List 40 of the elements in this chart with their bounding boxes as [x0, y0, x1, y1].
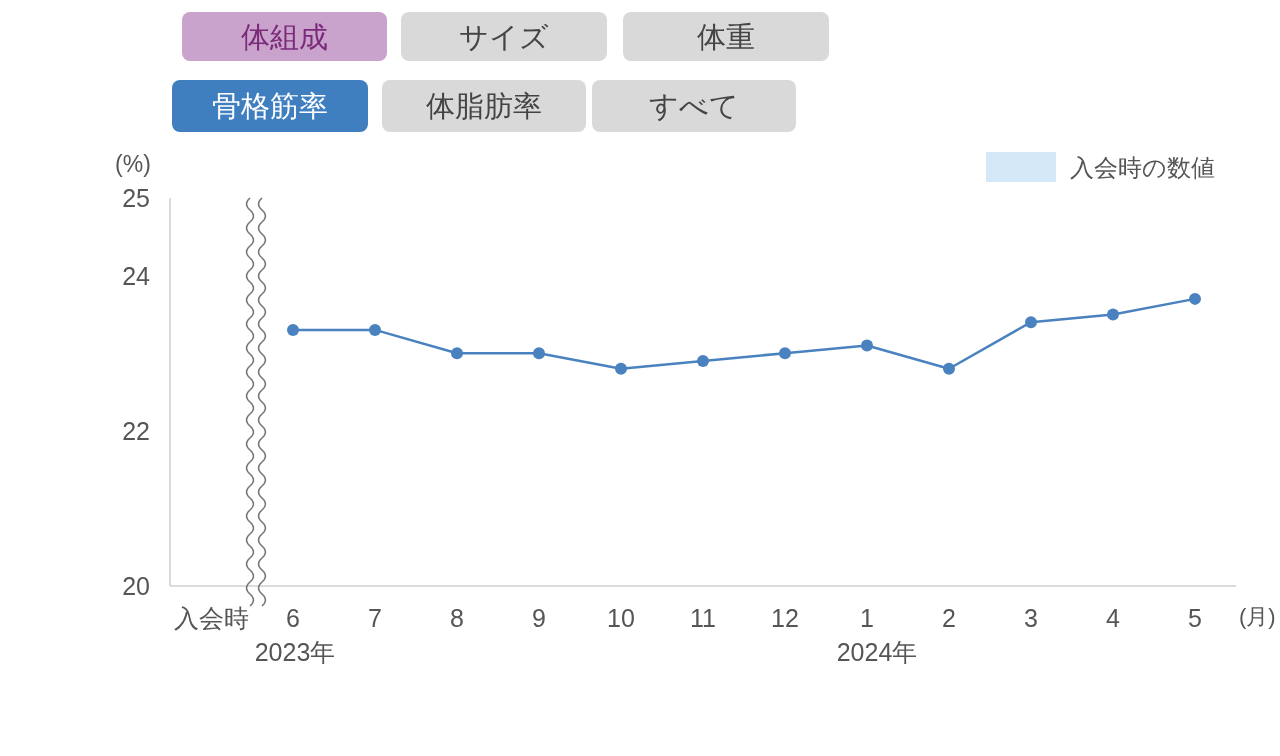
- point: [369, 323, 381, 336]
- text: 2023年: [254, 638, 336, 666]
- text: 2024年: [836, 638, 918, 666]
- point: [287, 323, 299, 336]
- x-tick-label: 2: [942, 604, 956, 632]
- button: 体重: [623, 12, 829, 61]
- button: サイズ: [401, 12, 607, 61]
- point: [533, 347, 545, 360]
- legend-label: 入会時の数値: [1070, 154, 1215, 181]
- point: [451, 347, 463, 360]
- point: [697, 354, 709, 367]
- x-tick-label: 10: [607, 604, 635, 632]
- y-tick-label: 25: [122, 184, 150, 212]
- point: [615, 362, 627, 375]
- point: [779, 347, 791, 360]
- x-tick-label: 3: [1024, 604, 1038, 632]
- point: [1025, 316, 1037, 329]
- x-tick-label: 7: [368, 604, 382, 632]
- y-tick-label: 24: [122, 261, 151, 290]
- button: 体脂肪率: [382, 80, 586, 132]
- x-axis-title: (月): [1239, 604, 1276, 629]
- point: [1107, 308, 1119, 321]
- x-tick-label: 9: [532, 604, 546, 632]
- y-tick-label: 20: [122, 572, 150, 600]
- x-tick-label: 入会時: [173, 604, 249, 632]
- x-tick-label: 4: [1106, 604, 1121, 632]
- x-tick-label: 8: [450, 604, 464, 632]
- point: [861, 339, 873, 352]
- x-tick-label: 5: [1188, 604, 1202, 632]
- point: [943, 362, 955, 375]
- button: すべて: [592, 80, 796, 132]
- button: 骨格筋率: [172, 80, 368, 132]
- button: 体組成: [182, 12, 387, 61]
- y-axis-title: (%): [115, 151, 151, 177]
- x-tick-label: 12: [771, 604, 799, 632]
- x-tick-label: 11: [690, 604, 716, 632]
- x-tick-label: 1: [860, 604, 874, 632]
- x-tick-label: 6: [286, 604, 300, 632]
- point: [1189, 292, 1201, 305]
- y-tick-label: 22: [122, 416, 150, 445]
